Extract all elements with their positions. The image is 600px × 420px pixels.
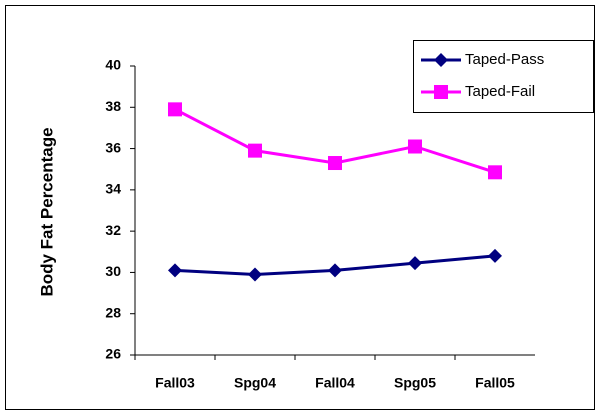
y-tick-label: 30 xyxy=(105,263,121,279)
x-tick-label: Fall04 xyxy=(315,375,355,391)
point-marker xyxy=(248,143,262,158)
legend-label: Taped-Pass xyxy=(465,51,544,68)
point-marker xyxy=(488,165,502,180)
point-marker xyxy=(328,156,342,171)
y-axis-label: Body Fat Percentage xyxy=(37,127,56,296)
legend-box xyxy=(413,40,594,113)
point-marker xyxy=(488,248,502,263)
x-tick-label: Spg05 xyxy=(394,375,436,391)
point-marker xyxy=(248,267,262,282)
x-tick-label: Spg04 xyxy=(234,375,276,391)
y-tick-label: 28 xyxy=(105,304,121,320)
y-tick-label: 26 xyxy=(105,346,121,362)
y-tick-label: 36 xyxy=(105,139,121,155)
point-marker xyxy=(408,256,422,271)
x-tick-label: Fall03 xyxy=(155,375,195,391)
y-tick-label: 32 xyxy=(105,222,121,238)
point-marker xyxy=(168,102,182,117)
x-tick-label: Fall05 xyxy=(475,375,515,391)
point-marker xyxy=(408,139,422,154)
legend-marker xyxy=(434,85,448,99)
point-marker xyxy=(328,263,342,278)
legend-marker xyxy=(434,53,448,67)
point-marker xyxy=(168,263,182,278)
y-tick-label: 34 xyxy=(105,181,121,197)
legend-label: Taped-Fail xyxy=(465,83,535,100)
y-tick-label: 38 xyxy=(105,98,121,114)
y-tick-label: 40 xyxy=(105,57,121,73)
